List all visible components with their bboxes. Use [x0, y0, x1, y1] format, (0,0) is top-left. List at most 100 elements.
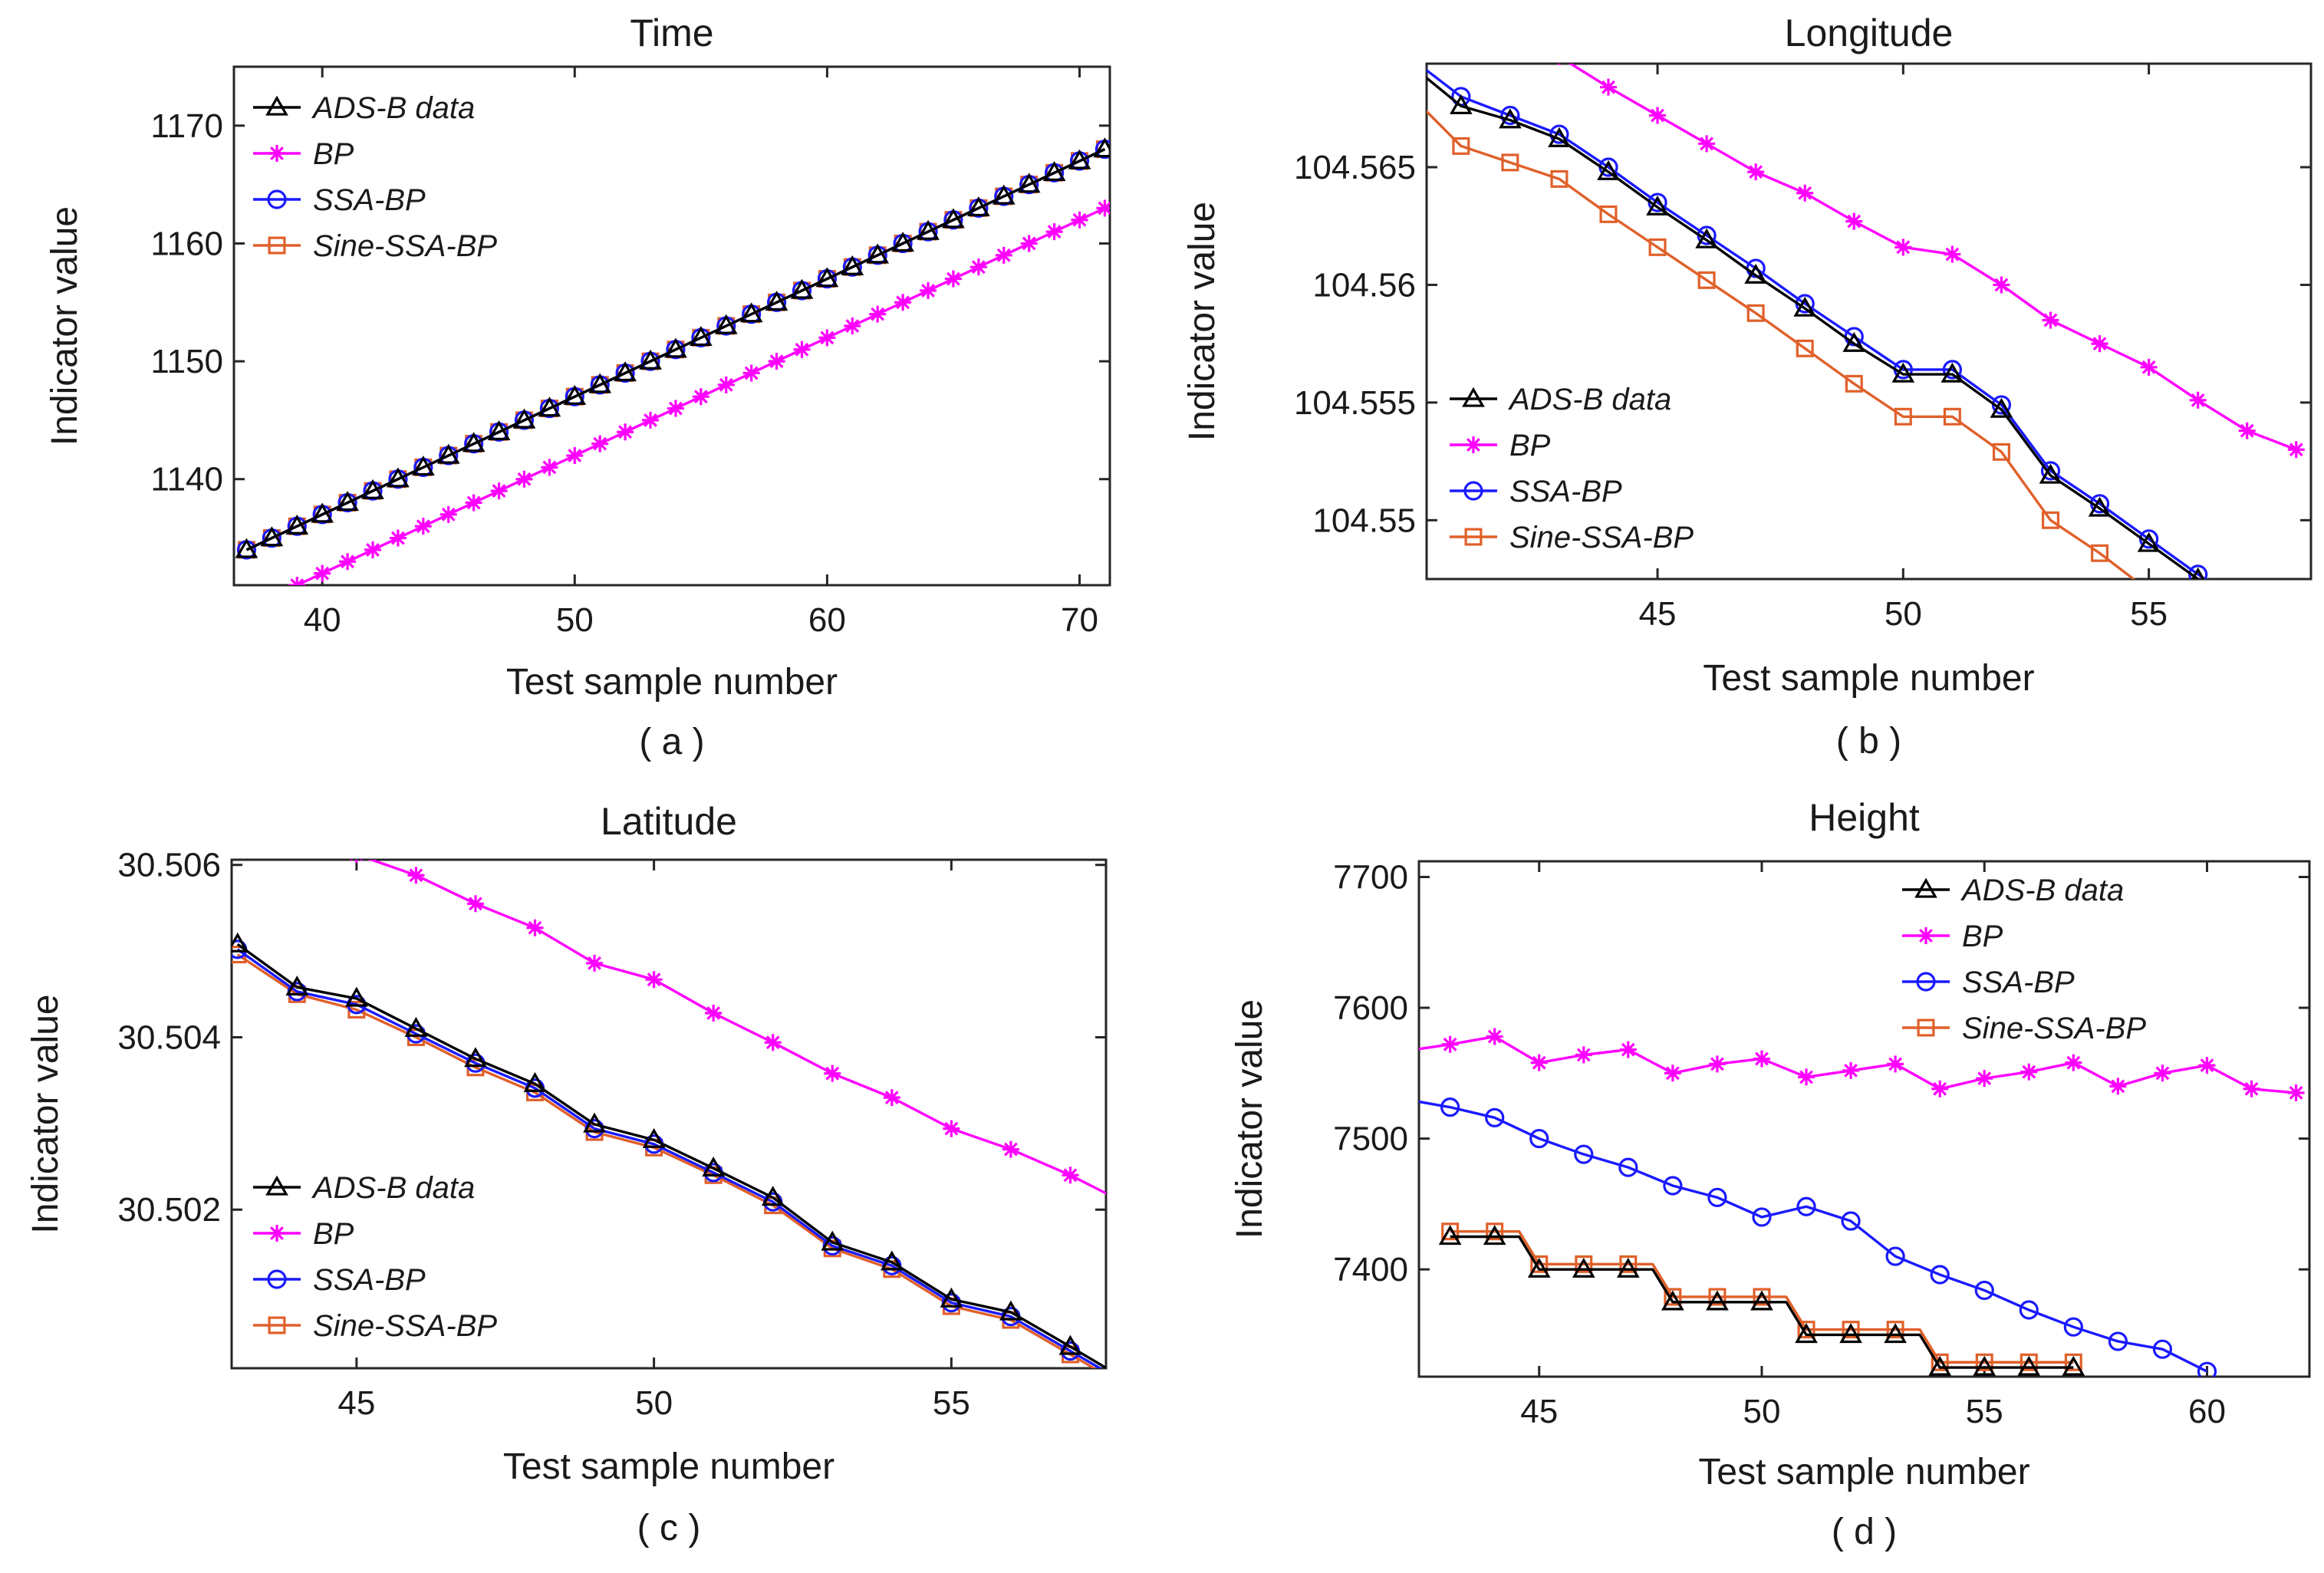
data-point-bp	[350, 860, 364, 864]
data-point-ads	[1483, 1225, 1506, 1246]
data-point-ads	[1695, 228, 1718, 248]
data-point-ads	[790, 278, 814, 299]
data-point-ssa	[2239, 601, 2256, 618]
data-point-bp	[407, 867, 425, 884]
data-point-bp	[1842, 1061, 1860, 1079]
legend-marker-bp	[268, 145, 285, 162]
legend-label-ssa: SSA-BP	[313, 1263, 426, 1297]
x-tick-label: 45	[1639, 595, 1677, 633]
data-point-bp	[969, 258, 987, 276]
data-point-ads	[1839, 1323, 1862, 1344]
legend: ADS-B data BP SSA-BP Sine-SSA-BP	[253, 1171, 497, 1343]
data-point-ads	[1058, 1334, 1082, 1355]
series-line-bp	[367, 860, 1106, 1195]
data-point-bp	[1558, 64, 1561, 65]
y-tick-label: 7600	[1333, 989, 1408, 1027]
data-point-ads	[1842, 331, 1866, 352]
data-point-ads	[462, 432, 486, 452]
data-point-ads	[2191, 567, 2205, 579]
data-point-bp	[1698, 135, 1716, 153]
data-point-bp	[526, 919, 544, 936]
data-point-ssa	[1529, 1128, 1549, 1149]
data-point-ssa	[1885, 1246, 1905, 1266]
data-point-bp	[1002, 1140, 1019, 1158]
legend-label-ssa: SSA-BP	[1962, 966, 2075, 999]
series-layer	[1404, 20, 2305, 618]
data-point-ssa	[2152, 1339, 2173, 1359]
data-point-bp	[1747, 163, 1765, 181]
data-point-ssa	[1752, 1207, 1772, 1227]
data-point-bp	[2109, 1078, 2127, 1095]
data-point-bp	[2140, 358, 2158, 376]
data-point-sine	[1753, 1288, 1771, 1306]
series-ads	[1438, 1225, 2085, 1376]
data-point-ads	[1793, 296, 1817, 317]
data-point-bp	[389, 529, 407, 547]
data-point-bp	[2020, 1063, 2038, 1081]
data-point-ssa	[1549, 124, 1569, 144]
x-tick-label: 50	[1885, 595, 1922, 633]
data-point-sine	[1501, 153, 1519, 172]
data-point-bp	[705, 1005, 723, 1022]
legend-item-ads: ADS-B data	[253, 91, 475, 125]
x-tick-label: 55	[933, 1384, 970, 1422]
data-point-sine	[1796, 339, 1814, 357]
data-point-sine	[2042, 511, 2060, 529]
data-point-bp	[1071, 211, 1088, 229]
data-point-ssa	[1404, 51, 1420, 67]
data-point-bp	[541, 459, 558, 476]
data-point-bp	[1486, 1028, 1503, 1045]
data-point-ads	[1941, 362, 1964, 383]
data-point-bp	[263, 588, 280, 605]
data-point-bp	[1502, 20, 1519, 37]
data-point-ads	[761, 1186, 785, 1206]
data-point-bp	[2287, 441, 2305, 459]
y-tick-label: 7400	[1333, 1251, 1408, 1288]
data-point-ads	[866, 243, 890, 264]
data-point-bp	[586, 954, 604, 972]
chart-title: Latitude	[601, 800, 737, 843]
plot-area	[232, 65, 1111, 587]
data-point-bp	[793, 341, 811, 358]
data-point-bp	[2065, 1054, 2082, 1071]
data-point-ads	[714, 314, 738, 334]
data-point-ads	[891, 232, 914, 252]
data-point-bp	[1845, 212, 1863, 230]
data-point-bp	[943, 1120, 960, 1137]
data-point-ads	[1990, 397, 2013, 418]
series-line-ads	[236, 943, 1106, 1368]
series-line-ssa	[236, 948, 1103, 1368]
data-point-ads	[235, 538, 258, 558]
data-point-sine	[1708, 1288, 1727, 1306]
data-point-ads	[940, 1287, 963, 1308]
data-point-bp	[995, 246, 1012, 264]
data-point-bp	[1664, 1065, 1681, 1082]
panel-longitude: Longitude 45 50 55 104.55 104.555 104.56 104.56…	[1182, 12, 2312, 762]
data-point-ads	[285, 514, 309, 535]
data-point-bp	[894, 294, 912, 311]
data-point-ads	[345, 986, 368, 1007]
data-point-bp	[1121, 1197, 1138, 1214]
y-axis-label: Indicator value	[1182, 202, 1223, 441]
data-point-sine	[1486, 1223, 1504, 1241]
panel-caption: ( b )	[1836, 721, 1901, 762]
data-point-ads	[739, 302, 763, 323]
legend-marker-ads	[265, 1175, 288, 1196]
y-tick-label: 1150	[150, 343, 223, 380]
data-point-ads	[1527, 1257, 1551, 1278]
legend-item-ssa: SSA-BP	[253, 183, 426, 217]
data-point-ssa	[2108, 1331, 2128, 1351]
data-point-bp	[1062, 1167, 1079, 1184]
data-point-ads	[2137, 531, 2161, 552]
legend-label-ads: ADS-B data	[1960, 874, 2124, 907]
data-point-ads	[702, 1156, 726, 1176]
data-point-bp	[1530, 1054, 1548, 1071]
data-point-ssa	[2019, 1300, 2039, 1320]
series-layer	[232, 860, 1138, 1368]
legend-label-ssa: SSA-BP	[1509, 475, 1622, 508]
data-point-sine	[1886, 1321, 1904, 1339]
data-point-bp	[2198, 1057, 2216, 1074]
data-point-sine	[1404, 89, 1420, 104]
legend-item-bp: BP	[1450, 429, 1551, 462]
chart-title: Height	[1809, 796, 1920, 839]
